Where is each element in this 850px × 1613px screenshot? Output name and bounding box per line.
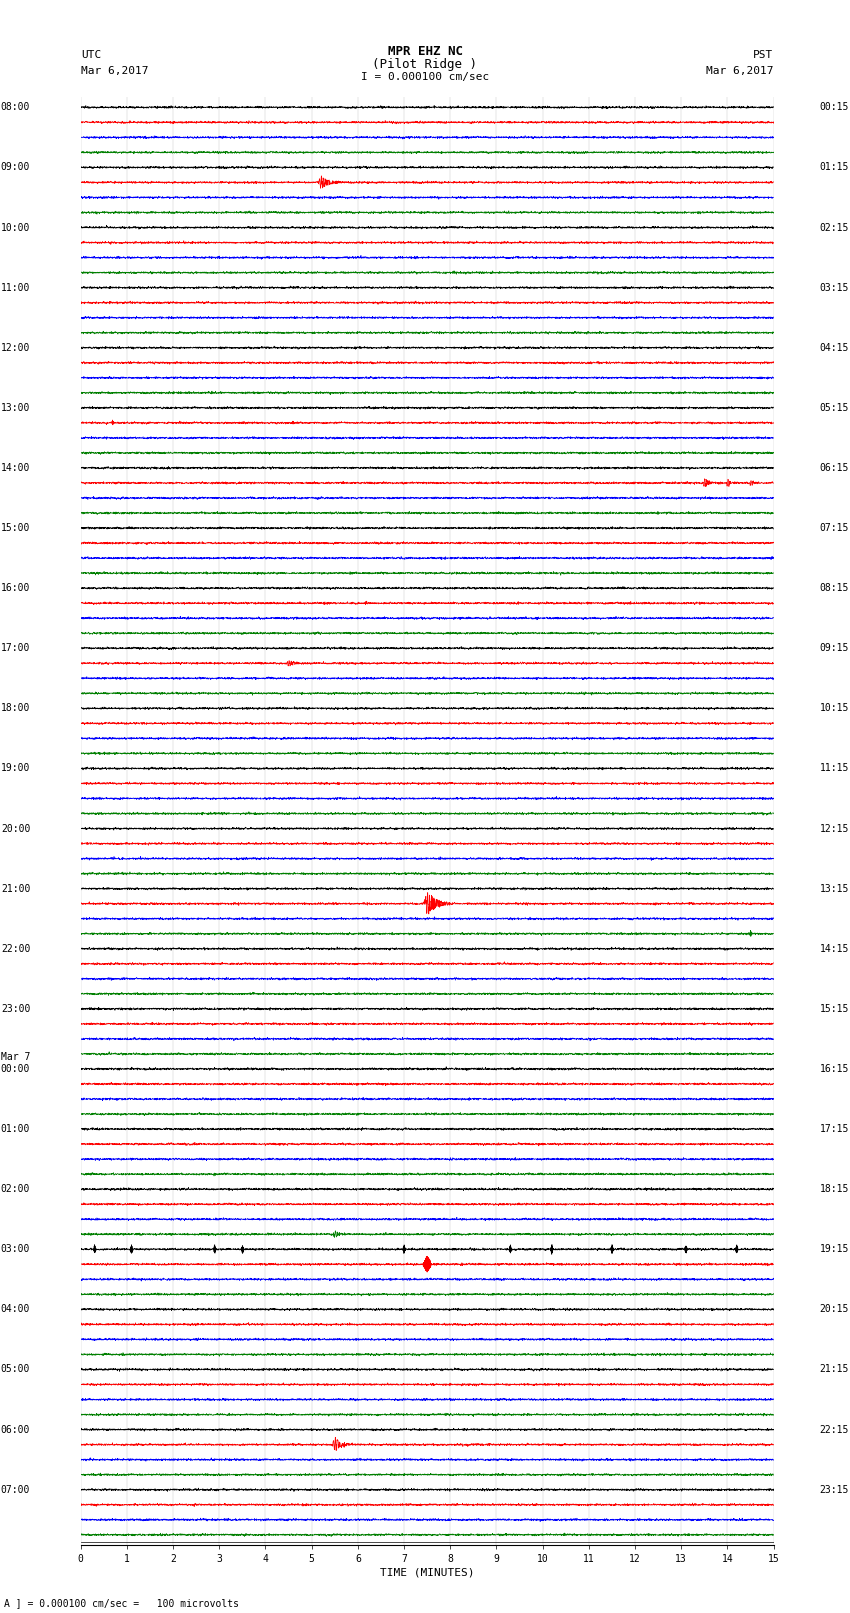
Text: 02:00: 02:00 xyxy=(1,1184,31,1194)
Text: 11:00: 11:00 xyxy=(1,282,31,292)
Text: MPR EHZ NC: MPR EHZ NC xyxy=(388,45,462,58)
Text: PST: PST xyxy=(753,50,774,60)
Text: 05:15: 05:15 xyxy=(819,403,849,413)
Text: 10:00: 10:00 xyxy=(1,223,31,232)
Text: 18:15: 18:15 xyxy=(819,1184,849,1194)
Text: 00:00: 00:00 xyxy=(1,1065,31,1074)
Text: 04:00: 04:00 xyxy=(1,1305,31,1315)
Text: 13:00: 13:00 xyxy=(1,403,31,413)
Text: Mar 6,2017: Mar 6,2017 xyxy=(706,66,774,76)
Text: 03:15: 03:15 xyxy=(819,282,849,292)
Text: 19:00: 19:00 xyxy=(1,763,31,773)
Text: 17:00: 17:00 xyxy=(1,644,31,653)
Text: 08:15: 08:15 xyxy=(819,584,849,594)
Text: 06:15: 06:15 xyxy=(819,463,849,473)
Text: 23:15: 23:15 xyxy=(819,1484,849,1495)
Text: 16:15: 16:15 xyxy=(819,1065,849,1074)
Text: 03:00: 03:00 xyxy=(1,1244,31,1255)
Text: 19:15: 19:15 xyxy=(819,1244,849,1255)
Text: 20:15: 20:15 xyxy=(819,1305,849,1315)
Text: 08:00: 08:00 xyxy=(1,102,31,113)
Text: (Pilot Ridge ): (Pilot Ridge ) xyxy=(372,58,478,71)
Text: 01:15: 01:15 xyxy=(819,163,849,173)
Text: 18:00: 18:00 xyxy=(1,703,31,713)
Text: 11:15: 11:15 xyxy=(819,763,849,773)
Text: 01:00: 01:00 xyxy=(1,1124,31,1134)
Text: 21:15: 21:15 xyxy=(819,1365,849,1374)
Text: I = 0.000100 cm/sec: I = 0.000100 cm/sec xyxy=(361,73,489,82)
Text: 09:15: 09:15 xyxy=(819,644,849,653)
Text: A ] = 0.000100 cm/sec =   100 microvolts: A ] = 0.000100 cm/sec = 100 microvolts xyxy=(4,1598,239,1608)
Text: 21:00: 21:00 xyxy=(1,884,31,894)
Text: 07:00: 07:00 xyxy=(1,1484,31,1495)
Text: 22:15: 22:15 xyxy=(819,1424,849,1434)
Text: 15:15: 15:15 xyxy=(819,1003,849,1015)
Text: 09:00: 09:00 xyxy=(1,163,31,173)
Text: 10:15: 10:15 xyxy=(819,703,849,713)
Text: 12:15: 12:15 xyxy=(819,824,849,834)
Text: 15:00: 15:00 xyxy=(1,523,31,532)
Text: 06:00: 06:00 xyxy=(1,1424,31,1434)
Text: 04:15: 04:15 xyxy=(819,342,849,353)
Text: 22:00: 22:00 xyxy=(1,944,31,953)
Text: 07:15: 07:15 xyxy=(819,523,849,532)
Text: Mar 6,2017: Mar 6,2017 xyxy=(81,66,148,76)
Text: 14:15: 14:15 xyxy=(819,944,849,953)
Text: 20:00: 20:00 xyxy=(1,824,31,834)
Text: 00:15: 00:15 xyxy=(819,102,849,113)
Text: 05:00: 05:00 xyxy=(1,1365,31,1374)
X-axis label: TIME (MINUTES): TIME (MINUTES) xyxy=(380,1568,474,1578)
Text: 16:00: 16:00 xyxy=(1,584,31,594)
Text: 12:00: 12:00 xyxy=(1,342,31,353)
Text: 14:00: 14:00 xyxy=(1,463,31,473)
Text: 02:15: 02:15 xyxy=(819,223,849,232)
Text: 13:15: 13:15 xyxy=(819,884,849,894)
Text: UTC: UTC xyxy=(81,50,101,60)
Text: Mar 7: Mar 7 xyxy=(1,1053,31,1063)
Text: 17:15: 17:15 xyxy=(819,1124,849,1134)
Text: 23:00: 23:00 xyxy=(1,1003,31,1015)
